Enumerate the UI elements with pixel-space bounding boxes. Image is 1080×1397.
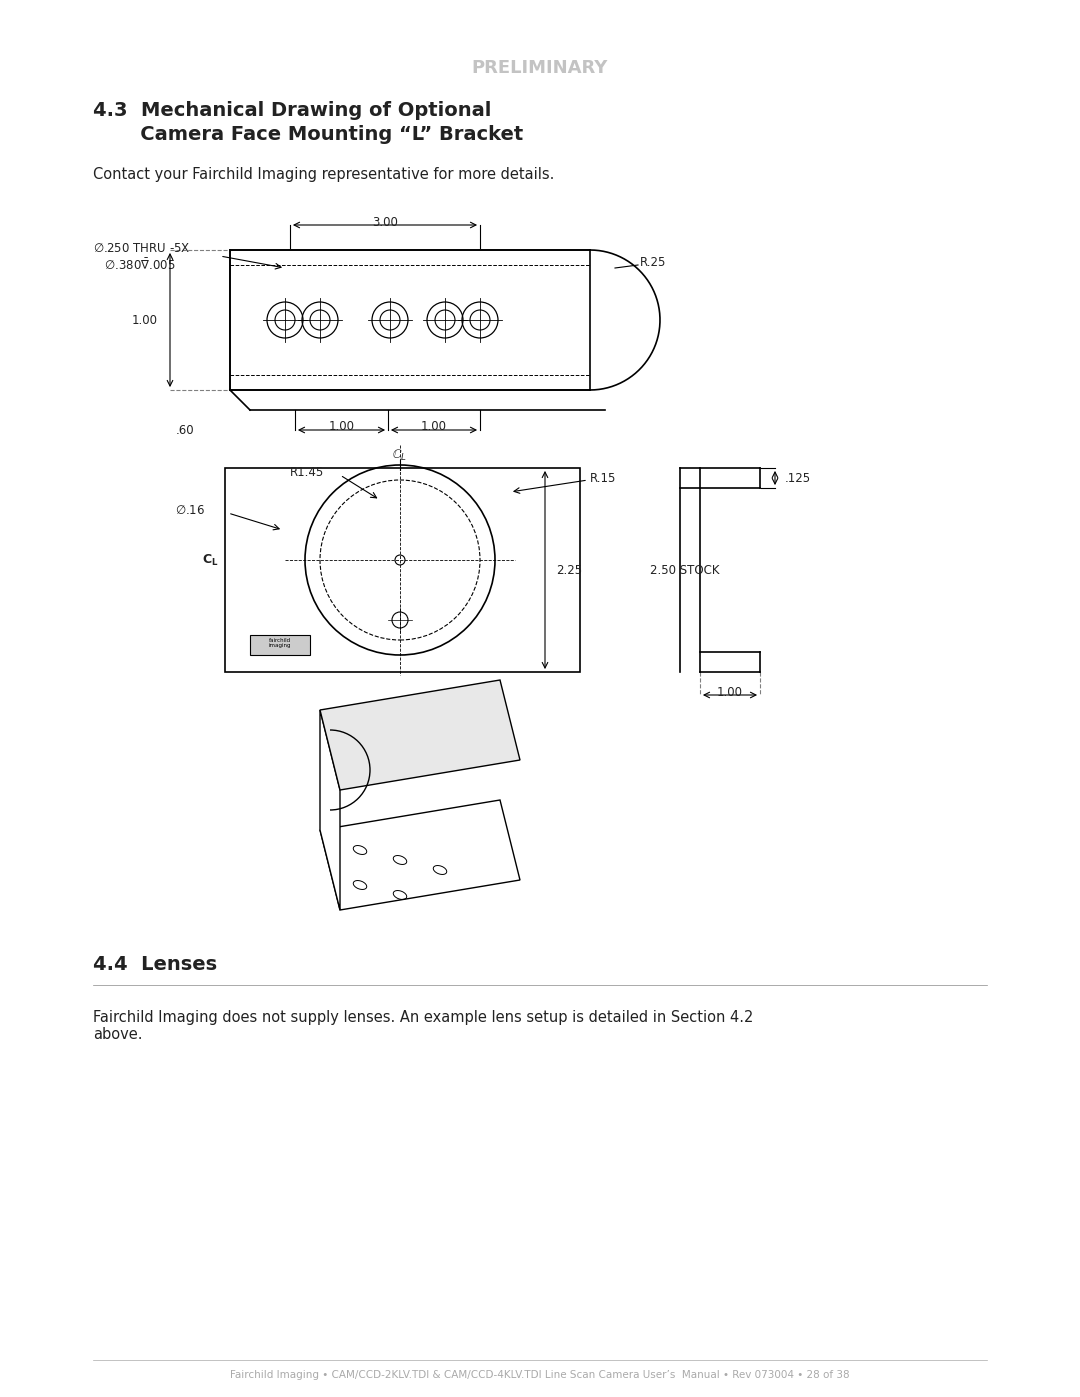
- Text: 2.50 STOCK: 2.50 STOCK: [650, 563, 719, 577]
- Bar: [249, 636, 310, 655]
- Polygon shape: [320, 710, 340, 909]
- Text: fairchild
imaging: fairchild imaging: [269, 637, 292, 648]
- Text: PRELIMINARY: PRELIMINARY: [472, 59, 608, 77]
- Text: 2.25: 2.25: [556, 563, 582, 577]
- Polygon shape: [320, 680, 519, 789]
- Text: 4.3  Mechanical Drawing of Optional: 4.3 Mechanical Drawing of Optional: [93, 101, 491, 120]
- Text: 1.00: 1.00: [717, 686, 743, 698]
- Text: 1.00: 1.00: [329, 420, 355, 433]
- Text: .125: .125: [785, 472, 811, 485]
- Text: R1.45: R1.45: [291, 465, 324, 479]
- Text: .60: .60: [176, 423, 194, 436]
- Text: Fairchild Imaging does not supply lenses. An example lens setup is detailed in S: Fairchild Imaging does not supply lenses…: [93, 1010, 754, 1042]
- Text: $\varnothing$.16: $\varnothing$.16: [175, 503, 205, 517]
- Text: 3.00: 3.00: [373, 215, 397, 229]
- Text: $\varnothing$.380$\bar{\nabla}$.005: $\varnothing$.380$\bar{\nabla}$.005: [93, 257, 176, 272]
- Text: 1.00: 1.00: [132, 313, 158, 327]
- Text: Fairchild Imaging • CAM/CCD-2KLV.TDI & CAM/CCD-4KLV.TDI Line Scan Camera User’s : Fairchild Imaging • CAM/CCD-2KLV.TDI & C…: [230, 1370, 850, 1380]
- Text: $\mathbf{C}_\mathbf{L}$: $\mathbf{C}_\mathbf{L}$: [202, 552, 218, 567]
- Text: $\mathbb{C}_L$: $\mathbb{C}_L$: [392, 447, 407, 462]
- Text: Contact your Fairchild Imaging representative for more details.: Contact your Fairchild Imaging represent…: [93, 168, 554, 183]
- Text: R.15: R.15: [590, 472, 617, 485]
- Text: 1.00: 1.00: [421, 420, 447, 433]
- Text: $\varnothing$.250 THRU -5X: $\varnothing$.250 THRU -5X: [93, 242, 190, 254]
- Bar: [225, 468, 580, 672]
- Bar: [230, 250, 590, 390]
- Text: Camera Face Mounting “L” Bracket: Camera Face Mounting “L” Bracket: [93, 126, 523, 144]
- Text: R.25: R.25: [640, 256, 666, 268]
- Text: 4.4  Lenses: 4.4 Lenses: [93, 956, 217, 975]
- Polygon shape: [320, 800, 519, 909]
